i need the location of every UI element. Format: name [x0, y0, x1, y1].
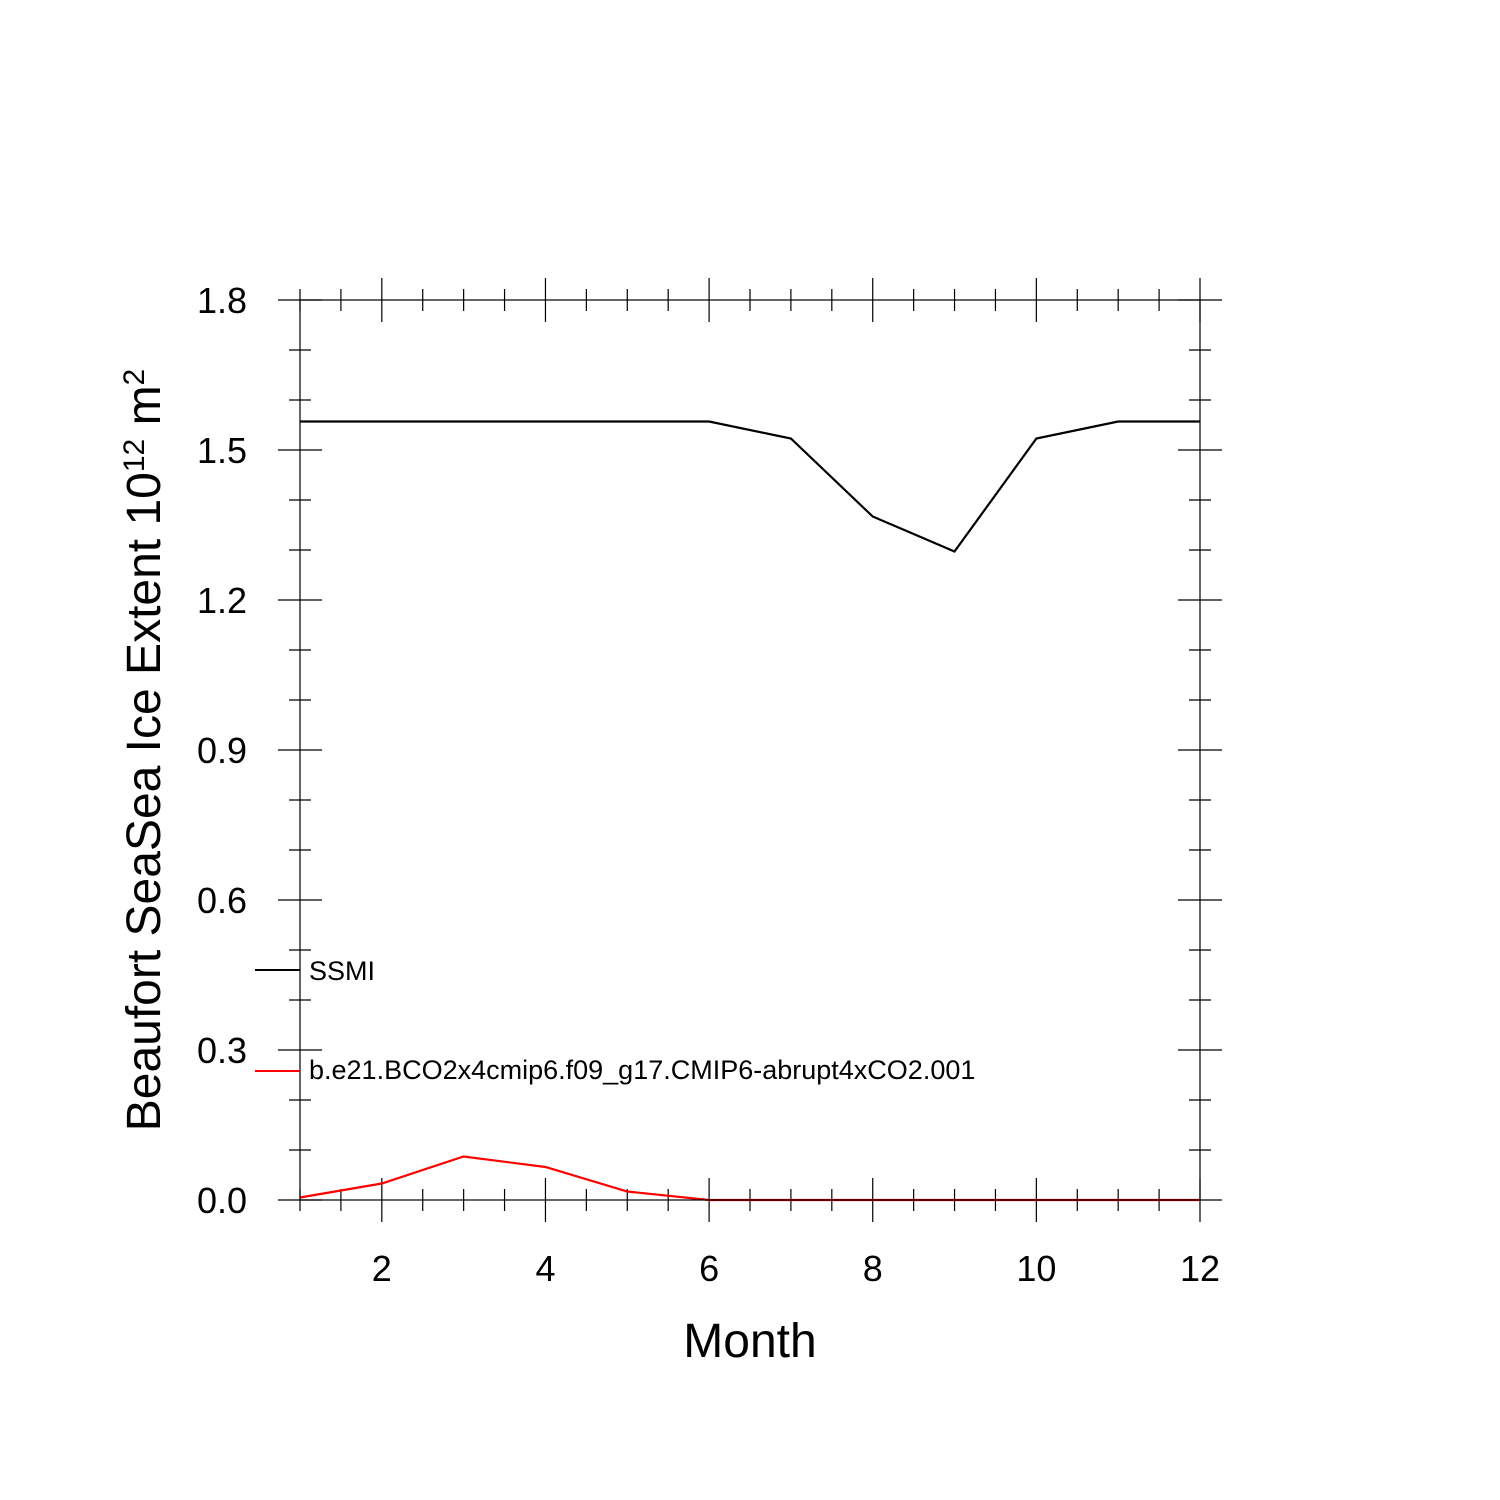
y-tick-label: 0.3 — [197, 1030, 247, 1071]
plot-frame — [299, 299, 1201, 1201]
x-tick-labels: 2 4 6 8 10 12 — [372, 1248, 1220, 1289]
y-tick-label: 0.9 — [197, 730, 247, 771]
y-axis-title-exponent: 12 — [118, 439, 151, 472]
x-axis-title: Month — [683, 1315, 816, 1368]
x-tick-label: 2 — [372, 1248, 392, 1289]
y-tick-label: 1.8 — [197, 280, 247, 321]
x-tick-label: 6 — [699, 1248, 719, 1289]
y-tick-labels: 0.0 0.3 0.6 0.9 1.2 1.5 1.8 — [197, 280, 247, 1221]
x-tick-label: 10 — [1016, 1248, 1056, 1289]
x-tick-label: 12 — [1180, 1248, 1220, 1289]
y-axis-title-prefix: Beaufort SeaSea Ice Extent 10 — [118, 472, 171, 1131]
x-tick-label: 4 — [535, 1248, 555, 1289]
y-tick-label: 0.0 — [197, 1180, 247, 1221]
legend: SSMI b.e21.BCO2x4cmip6.f09_g17.CMIP6-abr… — [255, 956, 975, 1085]
y-axis-title-unit: m — [118, 385, 171, 438]
legend-label-model: b.e21.BCO2x4cmip6.f09_g17.CMIP6-abrupt4x… — [309, 1055, 975, 1085]
legend-label-ssmi: SSMI — [309, 956, 375, 986]
y-tick-label: 1.5 — [197, 430, 247, 471]
y-tick-label: 1.2 — [197, 580, 247, 621]
y-axis-title-unit-exponent: 2 — [118, 369, 151, 386]
y-tick-label: 0.6 — [197, 880, 247, 921]
y-axis-title: Beaufort SeaSea Ice Extent 1012 m2 — [118, 369, 172, 1132]
series-line-0 — [300, 420, 1200, 553]
x-tick-label: 8 — [863, 1248, 883, 1289]
